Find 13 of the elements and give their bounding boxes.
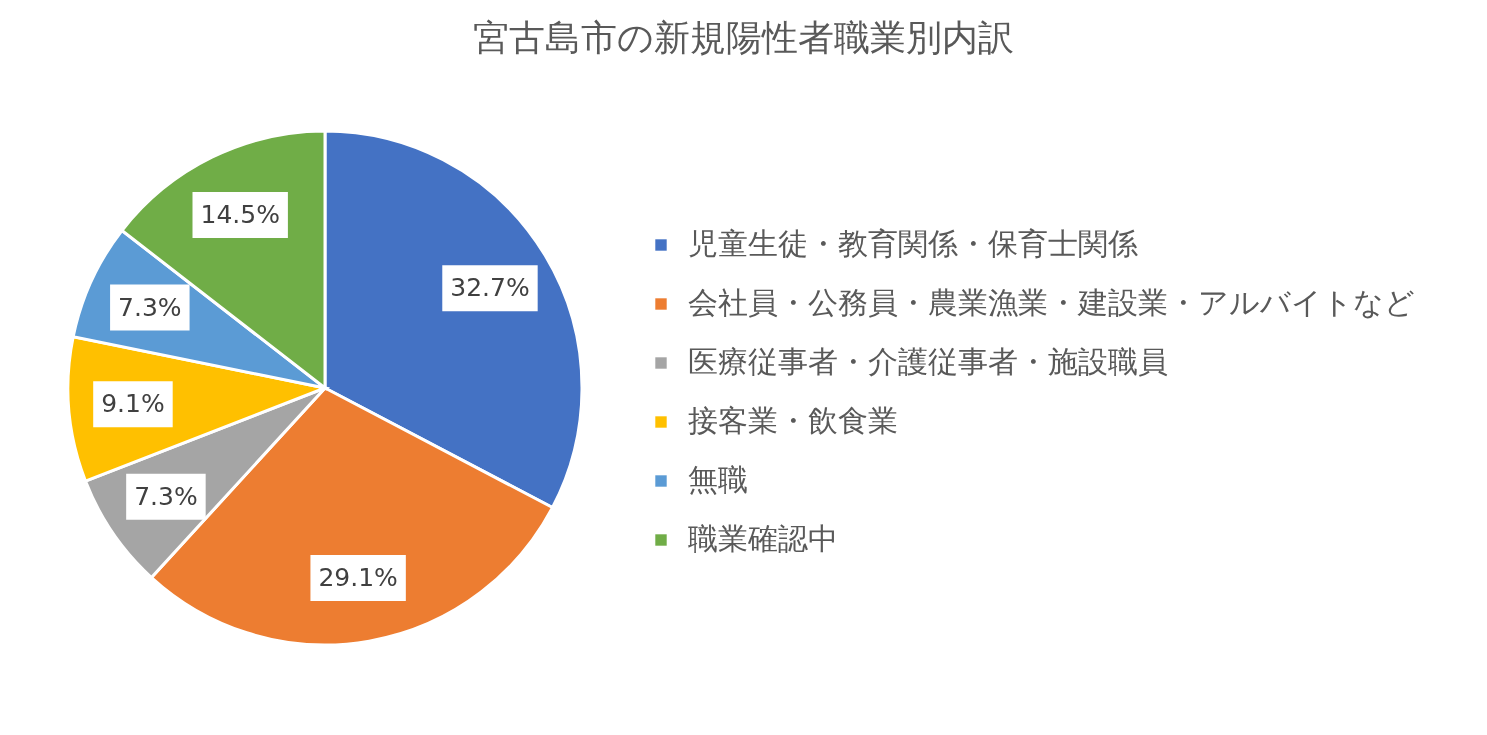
data-label: 9.1% — [101, 389, 165, 419]
legend-label: 会社員・公務員・農業漁業・建設業・アルバイトなど — [688, 285, 1415, 320]
chart-title: 宮古島市の新規陽性者職業別内訳 — [473, 17, 1014, 58]
data-label: 32.7% — [450, 273, 530, 303]
data-label: 7.3% — [118, 292, 182, 322]
legend-label: 職業確認中 — [688, 521, 838, 556]
data-label: 14.5% — [200, 199, 280, 229]
legend-label: 児童生徒・教育関係・保育士関係 — [688, 226, 1138, 261]
data-label: 7.3% — [134, 481, 198, 511]
legend-label: 医療従事者・介護従事者・施設職員 — [688, 344, 1168, 379]
legend-label: 接客業・飲食業 — [688, 403, 898, 438]
data-label: 29.1% — [318, 562, 398, 592]
legend-label: 無職 — [688, 462, 748, 497]
